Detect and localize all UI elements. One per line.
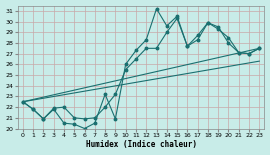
X-axis label: Humidex (Indice chaleur): Humidex (Indice chaleur) <box>86 140 197 149</box>
